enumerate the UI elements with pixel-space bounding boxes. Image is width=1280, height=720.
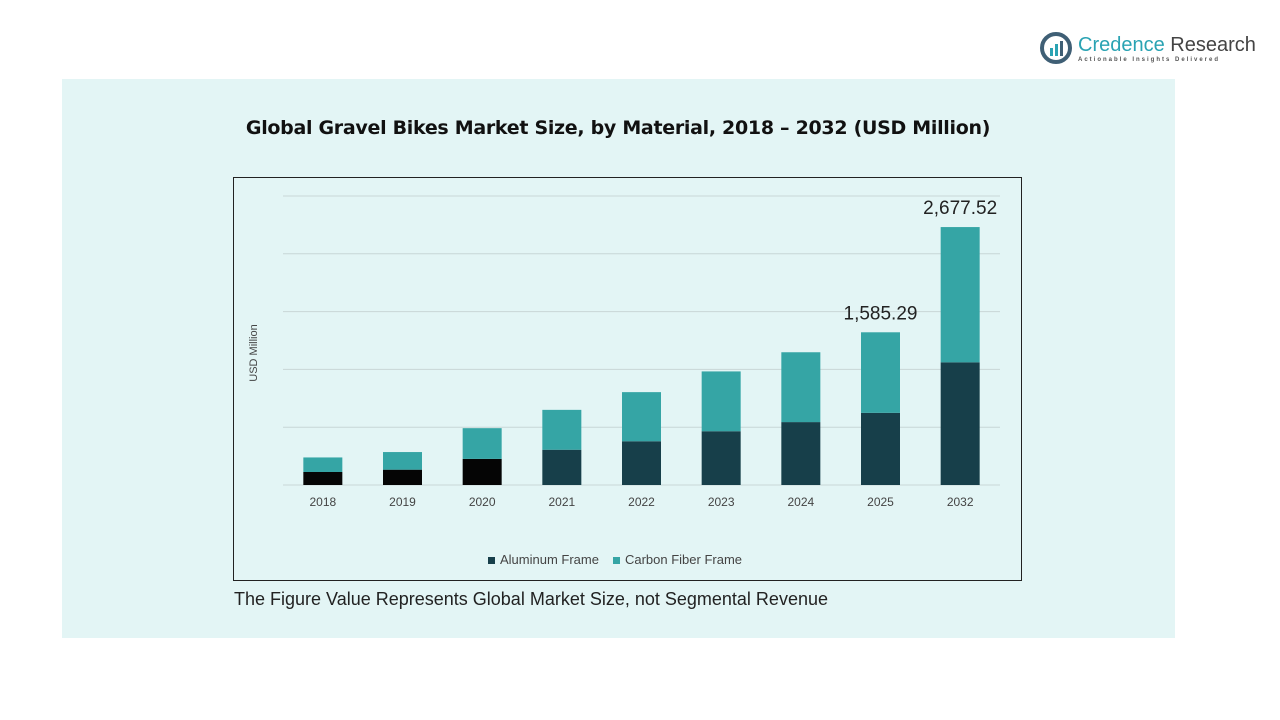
legend-label-carbon: Carbon Fiber Frame	[624, 552, 743, 567]
bar-carbon-2025	[861, 332, 900, 413]
legend-swatch-aluminum	[488, 557, 495, 565]
x-tick-label: 2022	[628, 495, 655, 509]
bar-aluminum-2019	[383, 469, 422, 485]
legend-label-aluminum: Aluminum Frame	[500, 552, 599, 567]
bar-carbon-2021	[542, 409, 582, 450]
bar-aluminum-2018	[303, 471, 343, 485]
y-axis-label: USD Million	[248, 324, 260, 382]
x-tick-label: 2019	[389, 495, 416, 509]
credence-research-logo: Credence Research Actionable Insights De…	[1040, 32, 1256, 64]
logo-name-2: Research	[1170, 33, 1256, 56]
bar-aluminum-2021	[542, 449, 582, 485]
x-tick-label: 2023	[708, 495, 735, 509]
bar-carbon-2032	[940, 227, 980, 363]
logo-tagline: Actionable Insights Delivered	[1078, 56, 1221, 63]
bar-carbon-2024	[781, 352, 821, 423]
bar-aluminum-2024	[781, 422, 821, 485]
x-tick-label: 2024	[787, 495, 814, 509]
data-label-2032: 2,677.52	[923, 198, 997, 219]
bar-aluminum-2025	[861, 412, 900, 485]
logo-name-1: Credence	[1078, 33, 1165, 56]
chart-title: Global Gravel Bikes Market Size, by Mate…	[245, 117, 991, 139]
footnote: The Figure Value Represents Global Marke…	[234, 589, 828, 609]
bar-aluminum-2020	[462, 458, 502, 485]
x-tick-label: 2020	[469, 495, 496, 509]
legend-swatch-carbon	[612, 557, 620, 565]
bar-aluminum-2032	[940, 362, 980, 485]
bar-carbon-2018	[303, 457, 343, 472]
logo-mark-icon	[1040, 32, 1072, 64]
bar-carbon-2023	[701, 371, 741, 432]
bar-carbon-2022	[622, 392, 661, 442]
chart-panel	[62, 79, 1175, 638]
bar-carbon-2020	[462, 428, 502, 459]
data-label-2025: 1,585.29	[844, 303, 918, 324]
bar-aluminum-2022	[622, 441, 661, 485]
bar-aluminum-2023	[701, 431, 741, 485]
bar-carbon-2019	[383, 452, 422, 470]
legend: Aluminum Frame Carbon Fiber Frame	[488, 552, 742, 567]
legend-item-carbon: Carbon Fiber Frame	[612, 552, 743, 567]
x-tick-label: 2025	[867, 495, 894, 509]
x-tick-label: 2021	[548, 495, 575, 509]
chart-frame	[233, 177, 1022, 581]
x-tick-label: 2032	[947, 495, 974, 509]
x-tick-label: 2018	[309, 495, 336, 509]
legend-item-aluminum: Aluminum Frame	[488, 552, 599, 567]
